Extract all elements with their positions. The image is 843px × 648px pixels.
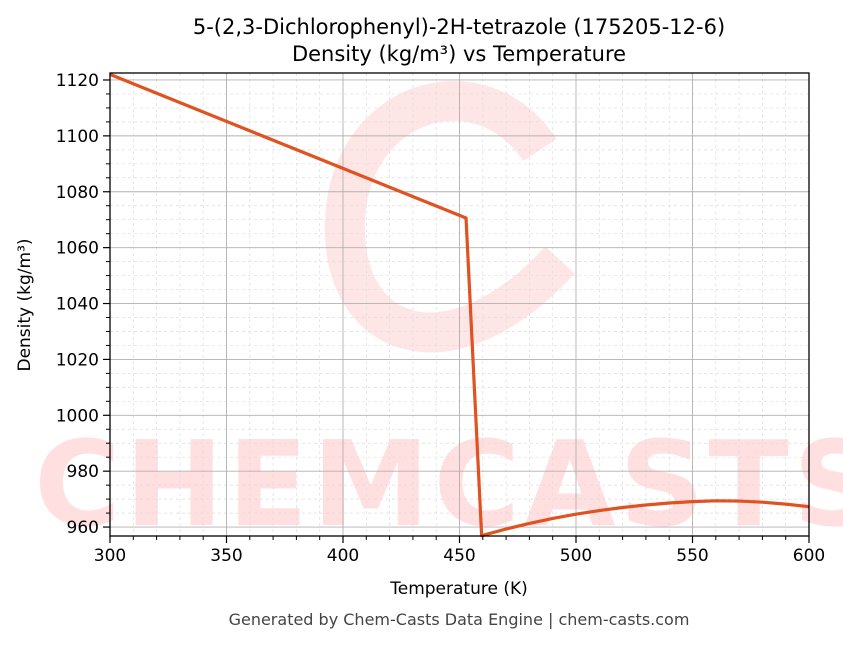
x-axis-label: Temperature (K) xyxy=(389,579,528,599)
x-tick-label: 450 xyxy=(443,546,475,566)
watermark-text: CHEMCASTS xyxy=(34,415,843,553)
x-tick-label: 400 xyxy=(327,546,359,566)
footer-credit: Generated by Chem-Casts Data Engine | ch… xyxy=(229,610,690,629)
density-series-line xyxy=(109,72,810,538)
y-tick-label: 980 xyxy=(67,462,99,482)
x-tick-label: 350 xyxy=(210,546,242,566)
y-tick-label: 1000 xyxy=(56,406,99,426)
y-tick-label: 1120 xyxy=(56,71,99,91)
y-tick-label: 1100 xyxy=(56,127,99,147)
x-tick-label: 300 xyxy=(94,546,126,566)
chart-subtitle: Density (kg/m³) vs Temperature xyxy=(292,42,626,66)
y-tick-label: 1060 xyxy=(56,239,99,259)
y-tick-label: 1020 xyxy=(56,350,99,370)
y-tick-label: 1040 xyxy=(56,295,99,315)
y-axis-label: Density (kg/m³) xyxy=(15,238,35,371)
y-tick-label: 1080 xyxy=(56,183,99,203)
y-tick-label: 960 xyxy=(67,518,99,538)
x-tick-label: 500 xyxy=(560,546,592,566)
x-tick-label: 600 xyxy=(793,546,825,566)
x-tick-label: 550 xyxy=(676,546,708,566)
watermark: CHEMCASTS xyxy=(34,81,843,553)
chart-title: 5-(2,3-Dichlorophenyl)-2H-tetrazole (175… xyxy=(193,15,725,39)
